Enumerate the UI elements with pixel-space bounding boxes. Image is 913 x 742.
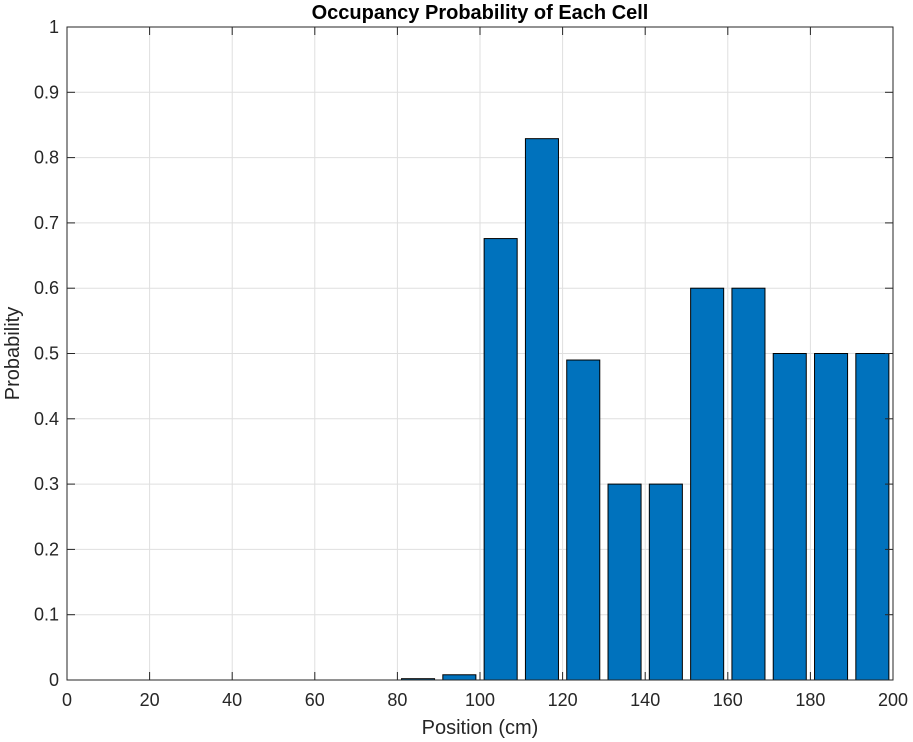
x-tick-label: 160 [713, 690, 743, 710]
x-tick-label: 100 [465, 690, 495, 710]
bar-125 [566, 359, 601, 681]
y-tick-label: 0.3 [34, 474, 59, 494]
bar-135 [607, 483, 642, 681]
x-tick-label: 40 [222, 690, 242, 710]
y-tick-label: 0.4 [34, 409, 59, 429]
grid [66, 26, 894, 681]
tick-marks [66, 26, 894, 681]
bar-115 [524, 138, 559, 681]
x-tick-label: 140 [630, 690, 660, 710]
chart-title: Occupancy Probability of Each Cell [312, 2, 649, 24]
y-tick-label: 0.5 [34, 344, 59, 364]
y-tick-label: 0 [49, 670, 59, 690]
x-tick-label: 0 [62, 690, 72, 710]
y-tick-label: 0.8 [34, 148, 59, 168]
bar-155 [690, 287, 725, 681]
bar-145 [648, 483, 683, 681]
x-tick-label: 20 [140, 690, 160, 710]
bars [401, 138, 890, 681]
bar-95 [442, 674, 477, 681]
y-tick-label: 0.6 [34, 278, 59, 298]
y-axis-title: Probability [2, 307, 24, 400]
bar-175 [772, 353, 807, 681]
y-tick-labels: 0 0.1 0.2 0.3 0.4 0.5 0.6 0.7 0.8 0.9 1 [34, 17, 59, 690]
y-tick-label: 0.2 [34, 539, 59, 559]
y-tick-label: 1 [49, 17, 59, 37]
y-tick-label: 0.9 [34, 82, 59, 102]
bar-105 [483, 238, 518, 681]
bar-185 [814, 353, 849, 681]
x-tick-label: 180 [795, 690, 825, 710]
x-tick-labels: 0 20 40 60 80 100 120 140 160 180 200 [62, 690, 908, 710]
bar-165 [731, 287, 766, 681]
x-tick-label: 80 [387, 690, 407, 710]
y-tick-label: 0.7 [34, 213, 59, 233]
y-tick-label: 0.1 [34, 605, 59, 625]
x-tick-label: 120 [548, 690, 578, 710]
x-axis-title: Position (cm) [422, 717, 539, 739]
x-tick-label: 200 [878, 690, 908, 710]
x-tick-label: 60 [305, 690, 325, 710]
bar-195 [855, 353, 890, 681]
